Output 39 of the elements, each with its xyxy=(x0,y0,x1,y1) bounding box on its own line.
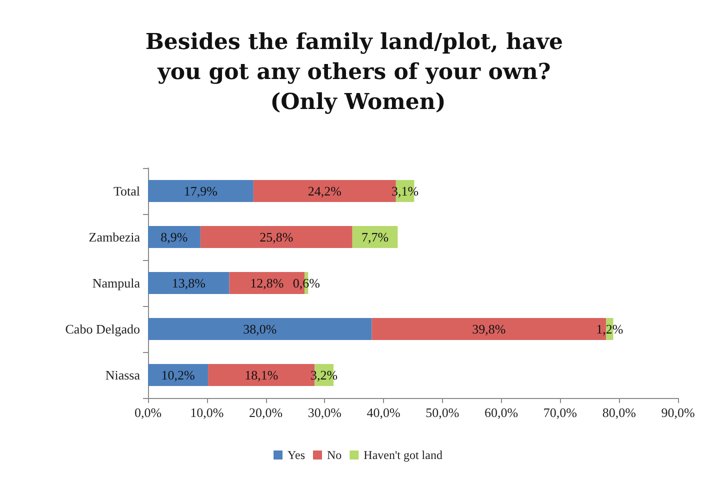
x-tick-label: 90,0% xyxy=(661,405,695,420)
bar xyxy=(148,364,208,386)
y-tick-label: Niassa xyxy=(105,368,140,382)
x-tick-label: 70,0% xyxy=(543,405,578,420)
data-label: 13,8% xyxy=(172,276,206,290)
y-tick-label: Nampula xyxy=(92,276,140,290)
data-label: 17,9% xyxy=(184,184,218,198)
x-tick-label: 20,0% xyxy=(248,405,283,420)
y-tick-label: Zambezia xyxy=(88,230,140,244)
x-tick-label: 30,0% xyxy=(308,405,342,420)
x-tick-label: 0,0% xyxy=(134,405,162,420)
data-label: 25,8% xyxy=(260,230,294,244)
bar xyxy=(148,318,372,340)
bar xyxy=(148,180,254,202)
data-label: 24,2% xyxy=(308,184,342,198)
bar xyxy=(148,226,200,248)
data-label: 38,0% xyxy=(243,322,277,336)
data-label: 18,1% xyxy=(244,368,278,382)
x-tick-label: 80,0% xyxy=(602,405,636,420)
y-tick-label: Total xyxy=(113,184,140,198)
x-tick-label: 10,0% xyxy=(190,405,224,420)
x-tick-label: 50,0% xyxy=(426,405,460,420)
chart-title: Besides the family land/plot, have you got any others of your own? (Only Women) xyxy=(145,29,571,115)
data-label: 39,8% xyxy=(472,322,506,336)
bar xyxy=(200,226,352,248)
bar xyxy=(148,272,230,294)
data-label: 0,6% xyxy=(292,276,320,290)
bar xyxy=(352,226,398,248)
data-label: 8,9% xyxy=(160,230,188,244)
legend-label: No xyxy=(326,448,342,462)
data-label: 7,7% xyxy=(361,230,389,244)
y-tick-label: Cabo Delgado xyxy=(65,322,140,336)
x-tick-label: 40,0% xyxy=(366,405,401,420)
data-label: 12,8% xyxy=(250,276,284,290)
x-tick-label: 60,0% xyxy=(484,405,518,420)
legend-label: Haven't got land xyxy=(364,448,442,462)
data-label: 10,2% xyxy=(161,368,195,382)
legend-label: Yes xyxy=(288,448,306,462)
data-label: 1,2% xyxy=(596,322,624,336)
